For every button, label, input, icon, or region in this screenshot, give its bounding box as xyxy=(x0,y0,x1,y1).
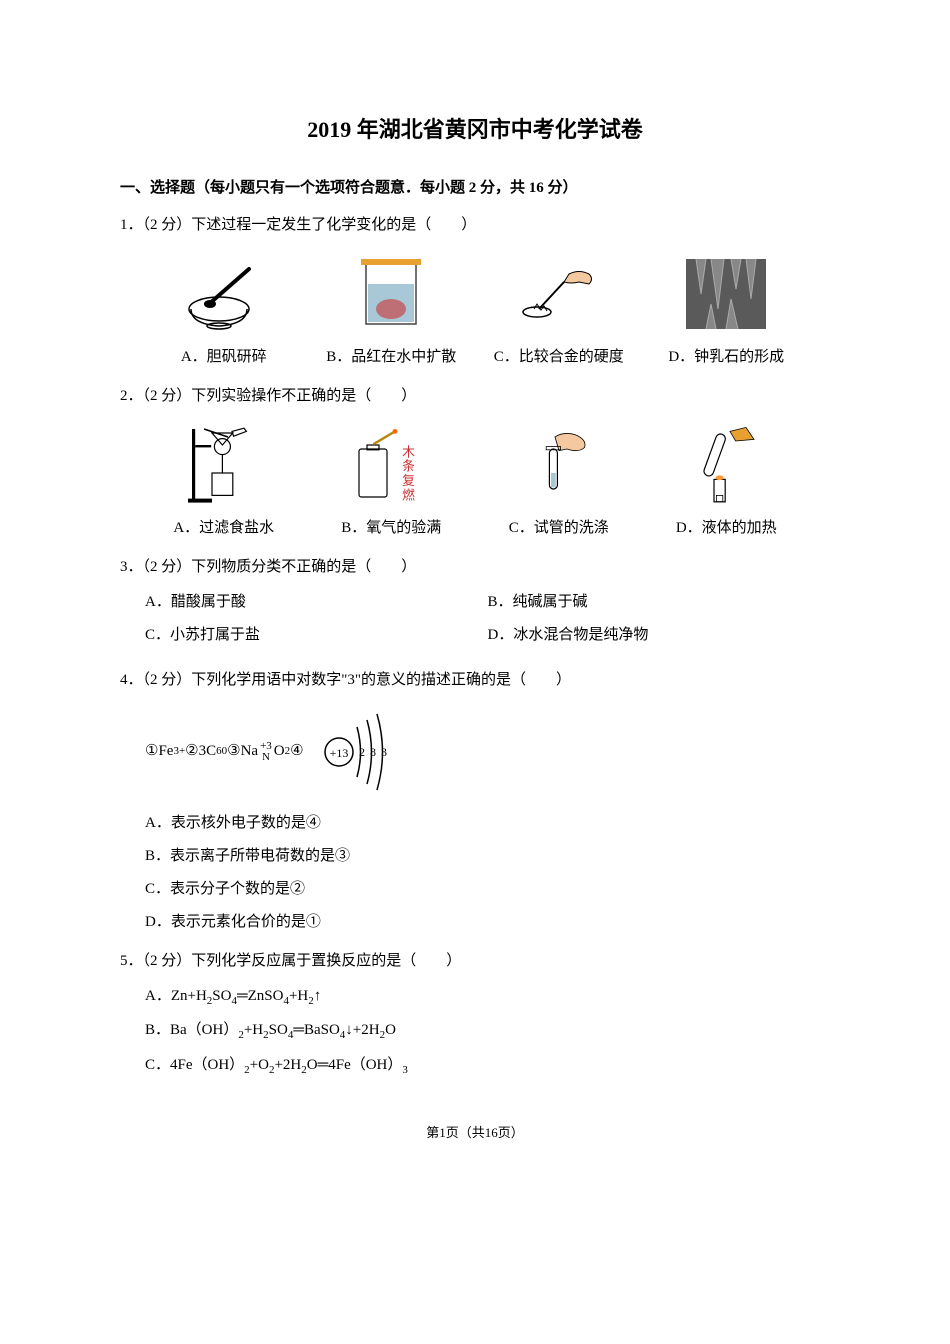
question-1: 1．（2 分）下述过程一定发生了化学变化的是（ ） xyxy=(120,212,830,371)
q1-text: 1．（2 分）下述过程一定发生了化学变化的是（ ） xyxy=(120,212,830,239)
q5a-1: A．Zn+H xyxy=(145,988,207,1004)
heating-liquid-icon xyxy=(686,425,766,505)
q1-option-b: B．品红在水中扩散 xyxy=(308,344,476,371)
q3-options: A．醋酸属于酸 B．纯碱属于碱 C．小苏打属于盐 D．冰水混合物是纯净物 xyxy=(120,589,830,655)
q2-option-c: C．试管的洗涤 xyxy=(475,515,643,542)
mortar-pestle-icon xyxy=(174,254,274,334)
q5b-5: SO xyxy=(269,1022,288,1038)
q3-option-c: C．小苏打属于盐 xyxy=(145,622,488,649)
svg-text:木: 木 xyxy=(400,445,414,458)
svg-text:3: 3 xyxy=(381,745,387,759)
svg-text:燃: 燃 xyxy=(400,487,414,501)
hardness-test-icon xyxy=(509,254,609,334)
q5-option-a: A．Zn+H2SO4═ZnSO4+H2↑ xyxy=(145,983,830,1012)
q1-options: A．胆矾研碎 B．品红在水中扩散 C．比较合金的硬度 D．钟乳石的形成 xyxy=(120,344,830,371)
q4-formula: ①Fe3+②3C60③Na+3N O 2 ④ +13 2 8 3 xyxy=(120,702,830,802)
stalactite-icon xyxy=(676,254,776,334)
q1-image-c xyxy=(504,254,614,334)
q1-image-b xyxy=(336,254,446,334)
q4-stack-top: +3 xyxy=(260,741,272,752)
q2-options: A．过滤食盐水 B．氧气的验满 C．试管的洗涤 D．液体的加热 xyxy=(120,515,830,542)
q4-f1: ①Fe xyxy=(145,738,173,765)
q5b-9: ↓+2H xyxy=(345,1022,379,1038)
beaker-diffusion-icon xyxy=(341,254,441,334)
tube-wash-icon xyxy=(519,425,599,505)
q5-options: A．Zn+H2SO4═ZnSO4+H2↑ B．Ba（OH）2+H2SO4═BaS… xyxy=(120,983,830,1081)
question-3: 3．（2 分）下列物质分类不正确的是（ ） A．醋酸属于酸 B．纯碱属于碱 C．… xyxy=(120,554,830,655)
q4-f2: ②3C xyxy=(185,738,216,765)
q4-text: 4．（2 分）下列化学用语中对数字"3"的意义的描述正确的是（ ） xyxy=(120,667,830,694)
q3-option-a: A．醋酸属于酸 xyxy=(145,589,488,616)
q4-option-b: B．表示离子所带电荷数的是③ xyxy=(145,843,830,870)
q5a-3: SO xyxy=(212,988,231,1004)
q2-image-d xyxy=(671,425,781,505)
q2-image-c xyxy=(504,425,614,505)
q5a-9: ↑ xyxy=(314,988,322,1004)
section-header: 一、选择题（每小题只有一个选项符合题意．每小题 2 分，共 16 分） xyxy=(120,175,830,202)
q4-f4: O xyxy=(274,738,285,765)
svg-text:复: 复 xyxy=(400,473,414,486)
q1-option-a: A．胆矾研碎 xyxy=(140,344,308,371)
q3-option-d: D．冰水混合物是纯净物 xyxy=(488,622,831,649)
q3-option-b: B．纯碱属于碱 xyxy=(488,589,831,616)
q4-f3: ③Na xyxy=(227,738,258,765)
svg-text:2: 2 xyxy=(359,745,365,759)
q5c-7: O═4Fe（OH） xyxy=(307,1057,403,1073)
q2-text: 2．（2 分）下列实验操作不正确的是（ ） xyxy=(120,383,830,410)
q5-option-b: B．Ba（OH）2+H2SO4═BaSO4↓+2H2O xyxy=(145,1017,830,1046)
page-footer: 第1页（共16页） xyxy=(120,1121,830,1144)
atom-center-text: +13 xyxy=(329,746,348,760)
q4-stack-bot: N xyxy=(262,752,270,763)
q2-image-b: 木 条 复 燃 xyxy=(336,425,446,505)
q2-images: 木 条 复 燃 xyxy=(120,425,830,505)
q5b-11: O xyxy=(385,1022,396,1038)
question-4: 4．（2 分）下列化学用语中对数字"3"的意义的描述正确的是（ ） ①Fe3+②… xyxy=(120,667,830,936)
filtration-icon xyxy=(184,425,264,505)
q5c-5: +2H xyxy=(274,1057,301,1073)
q5b-3: +H xyxy=(244,1022,263,1038)
q5c-8: 3 xyxy=(402,1064,408,1076)
q2-image-a xyxy=(169,425,279,505)
q5b-7: ═BaSO xyxy=(293,1022,339,1038)
exam-title: 2019 年湖北省黄冈市中考化学试卷 xyxy=(120,110,830,150)
q1-image-d xyxy=(671,254,781,334)
q4-options: A．表示核外电子数的是④ B．表示离子所带电荷数的是③ C．表示分子个数的是② … xyxy=(120,810,830,936)
q4-option-c: C．表示分子个数的是② xyxy=(145,876,830,903)
q5a-5: ═ZnSO xyxy=(237,988,283,1004)
q1-option-c: C．比较合金的硬度 xyxy=(475,344,643,371)
question-5: 5．（2 分）下列化学反应属于置换反应的是（ ） A．Zn+H2SO4═ZnSO… xyxy=(120,948,830,1081)
q5a-7: +H xyxy=(289,988,308,1004)
q5-option-c: C．4Fe（OH）2+O2+2H2O═4Fe（OH）3 xyxy=(145,1052,830,1081)
q1-images xyxy=(120,254,830,334)
oxygen-test-icon: 木 条 复 燃 xyxy=(343,425,439,505)
q5b-1: B．Ba（OH） xyxy=(145,1022,238,1038)
question-2: 2．（2 分）下列实验操作不正确的是（ ） 木 条 xyxy=(120,383,830,542)
q1-option-d: D．钟乳石的形成 xyxy=(643,344,811,371)
svg-text:8: 8 xyxy=(370,745,376,759)
q2-option-d: D．液体的加热 xyxy=(643,515,811,542)
q4-sub1: 60 xyxy=(216,742,227,762)
q1-image-a xyxy=(169,254,279,334)
q4-f5: ④ xyxy=(290,738,303,765)
q2-option-b: B．氧气的验满 xyxy=(308,515,476,542)
q5c-3: +O xyxy=(250,1057,269,1073)
q5-text: 5．（2 分）下列化学反应属于置换反应的是（ ） xyxy=(120,948,830,975)
q4-sup1: 3+ xyxy=(173,742,185,762)
q3-text: 3．（2 分）下列物质分类不正确的是（ ） xyxy=(120,554,830,581)
q4-option-a: A．表示核外电子数的是④ xyxy=(145,810,830,837)
q4-option-d: D．表示元素化合价的是① xyxy=(145,909,830,936)
q4-stacked: +3N xyxy=(260,741,272,763)
svg-text:条: 条 xyxy=(400,458,414,472)
q5c-1: C．4Fe（OH） xyxy=(145,1057,244,1073)
q2-option-a: A．过滤食盐水 xyxy=(140,515,308,542)
atom-structure-icon: +13 2 8 3 xyxy=(309,702,399,802)
